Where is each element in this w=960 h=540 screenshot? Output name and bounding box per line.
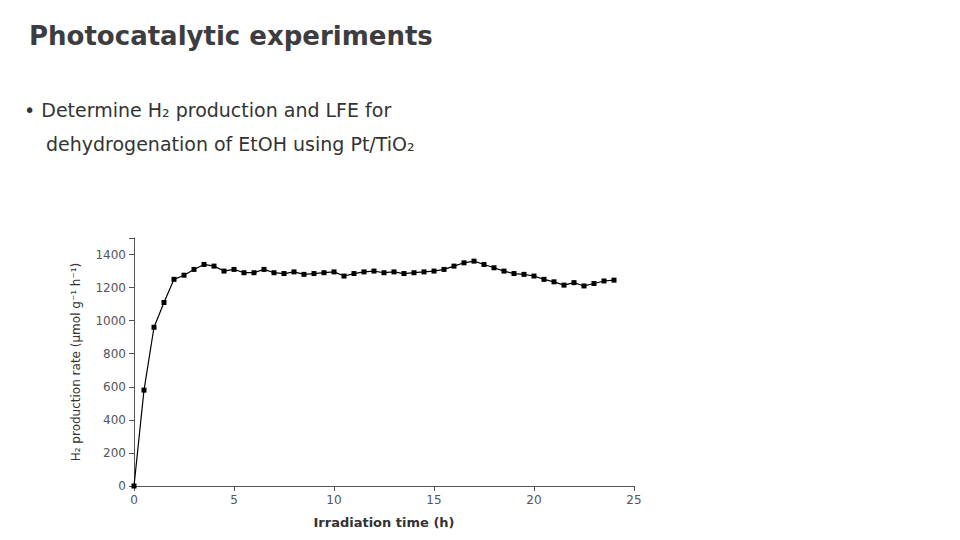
svg-text:• Determine H₂ production and: • Determine H₂ production and LFE for <box>24 99 391 121</box>
svg-text:400: 400 <box>103 413 126 427</box>
svg-text:0: 0 <box>130 493 138 507</box>
svg-text:10: 10 <box>326 493 341 507</box>
svg-text:H₂ production rate (μmol g⁻¹ h: H₂ production rate (μmol g⁻¹ h⁻¹) <box>69 263 83 462</box>
svg-text:dehydrogenation of EtOH using: dehydrogenation of EtOH using Pt/TiO₂ <box>46 133 415 155</box>
svg-text:5: 5 <box>230 493 238 507</box>
svg-text:200: 200 <box>103 446 126 460</box>
svg-text:Irradiation time (h): Irradiation time (h) <box>313 515 454 530</box>
svg-text:20: 20 <box>526 493 541 507</box>
svg-text:800: 800 <box>103 347 126 361</box>
svg-text:Photocatalytic experiments: Photocatalytic experiments <box>29 21 433 51</box>
svg-text:1000: 1000 <box>95 314 126 328</box>
svg-text:1400: 1400 <box>95 248 126 262</box>
svg-text:1200: 1200 <box>95 281 126 295</box>
svg-text:0: 0 <box>118 479 126 493</box>
svg-text:25: 25 <box>626 493 641 507</box>
svg-text:15: 15 <box>426 493 441 507</box>
svg-text:600: 600 <box>103 380 126 394</box>
